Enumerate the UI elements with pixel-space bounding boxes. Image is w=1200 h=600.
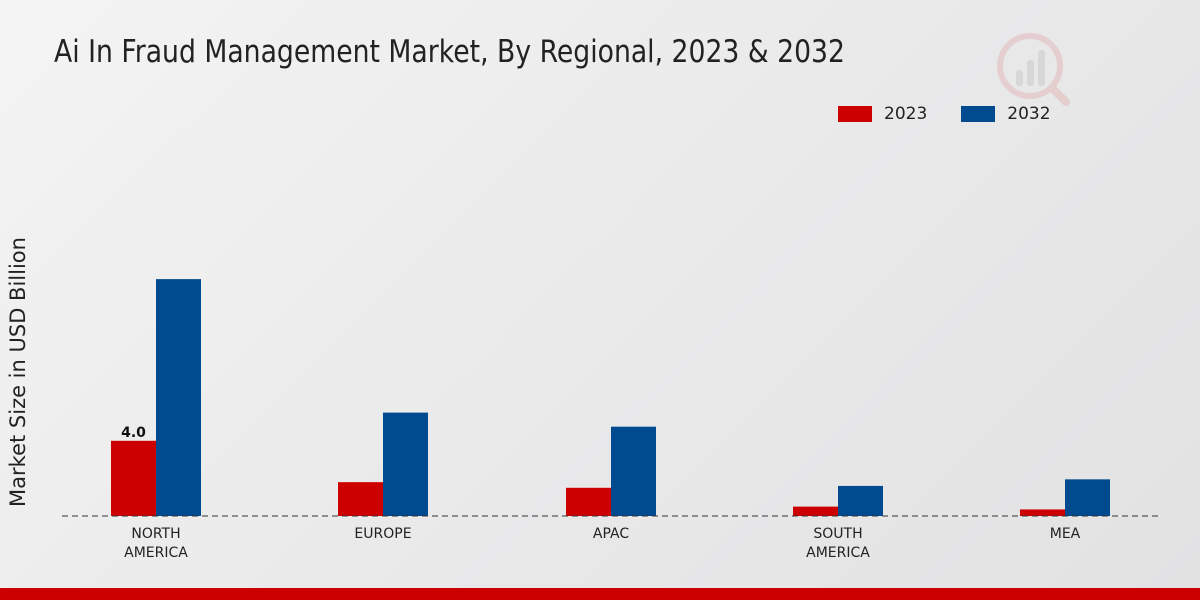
- x-tick-label-line: EUROPE: [354, 526, 411, 542]
- x-tick-label-line: MEA: [1050, 526, 1081, 542]
- x-tick-label-apac: APAC: [593, 526, 629, 542]
- watermark-logo-icon: [997, 33, 1070, 106]
- x-tick-label-south-america: SOUTH AMERICA: [806, 526, 870, 561]
- legend-item-2023: 2023: [838, 104, 927, 124]
- bar-2032-mea: [1065, 479, 1110, 516]
- bar-2032-north-america: [156, 279, 201, 516]
- bar-2023-south-america: [793, 506, 838, 516]
- data-label: 4.0: [121, 425, 146, 441]
- bar-2032-south-america: [838, 485, 883, 516]
- legend-swatch-2023: [838, 106, 872, 122]
- x-tick-label-line: APAC: [593, 526, 629, 542]
- bar-2023-apac: [566, 487, 611, 516]
- x-tick-label-line: AMERICA: [124, 545, 188, 561]
- legend: 2023 2032: [838, 104, 1085, 124]
- x-tick-label-line: SOUTH: [813, 526, 862, 542]
- x-tick-label-europe: EUROPE: [354, 526, 411, 542]
- bar-2032-apac: [611, 426, 656, 516]
- x-tick-label-line: NORTH: [131, 526, 180, 542]
- x-tick-label-line: AMERICA: [806, 545, 870, 561]
- x-tick-label-north-america: NORTH AMERICA: [124, 526, 188, 561]
- footer-bar: [0, 588, 1200, 600]
- x-tick-label-mea: MEA: [1050, 526, 1081, 542]
- legend-label-2032: 2032: [1007, 104, 1051, 124]
- legend-item-2032: 2032: [961, 104, 1051, 124]
- chart-title: Ai In Fraud Management Market, By Region…: [54, 34, 845, 70]
- bar-2023-europe: [338, 482, 383, 516]
- legend-label-2023: 2023: [884, 104, 928, 124]
- bar-2023-mea: [1020, 509, 1065, 516]
- legend-swatch-2032: [961, 106, 996, 122]
- bar-2032-europe: [383, 412, 428, 516]
- bar-2023-north-america: [111, 440, 156, 516]
